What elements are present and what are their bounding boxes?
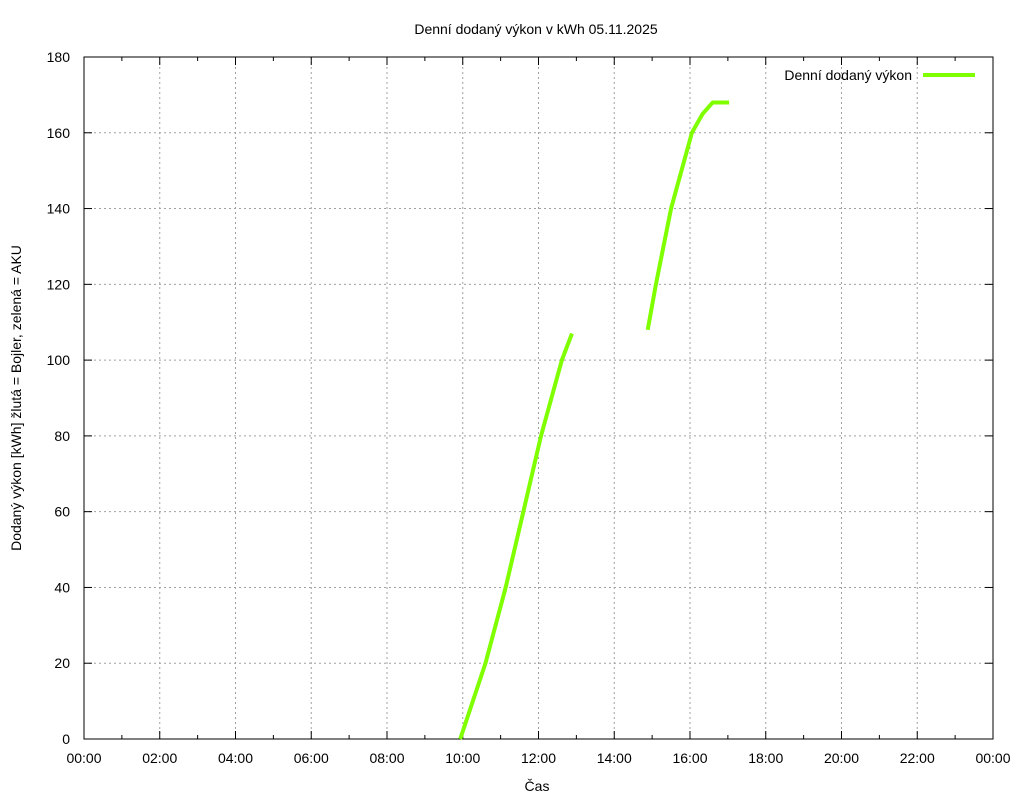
x-tick-label: 10:00 [445,750,480,766]
x-tick-label: 16:00 [672,750,707,766]
legend: Denní dodaný výkon [784,67,975,83]
x-axis-label: Čas [525,778,550,794]
x-tick-label: 06:00 [294,750,329,766]
x-tick-label: 22:00 [900,750,935,766]
series-line-segment [458,332,574,740]
x-tick-label: 14:00 [597,750,632,766]
x-tick-label: 04:00 [218,750,253,766]
y-tick-label: 120 [47,276,71,292]
x-tick-label: 18:00 [748,750,783,766]
x-tick-label: 00:00 [975,750,1010,766]
y-tick-label: 160 [47,125,71,141]
x-tick-label: 20:00 [824,750,859,766]
chart-title: Denní dodaný výkon v kWh 05.11.2025 [414,21,658,37]
x-tick-label: 02:00 [142,750,177,766]
y-tick-label: 20 [54,655,70,671]
y-tick-label: 80 [54,428,70,444]
x-tick-label: 08:00 [369,750,404,766]
y-tick-label: 100 [47,352,71,368]
legend-label: Denní dodaný výkon [784,67,912,83]
axis-ticks: 00:00 02:00 04:00 06:00 08:00 10:00 12:00 14:00… [47,49,1011,766]
y-tick-label: 60 [54,504,70,520]
y-tick-label: 140 [47,201,71,217]
series-layer [458,100,730,740]
series-line-segment [645,100,730,331]
y-tick-label: 40 [54,579,70,595]
x-tick-label: 12:00 [521,750,556,766]
grid [84,57,993,739]
x-tick-label: 00:00 [66,750,101,766]
y-tick-label: 180 [47,49,71,65]
y-tick-label: 0 [62,731,70,747]
y-axis-label: Dodaný výkon [kWh] žlutá = Bojler, zelen… [8,245,24,551]
